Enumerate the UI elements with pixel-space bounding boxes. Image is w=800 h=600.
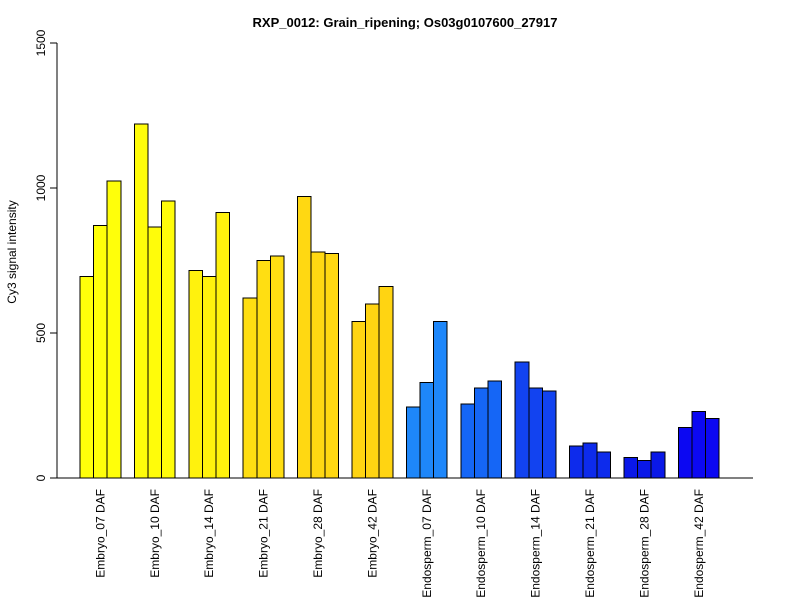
bar	[324, 252, 339, 479]
bar	[242, 297, 258, 479]
bar	[147, 226, 163, 479]
y-tick-label: 1000	[34, 174, 48, 201]
bar	[93, 225, 108, 479]
bar	[691, 410, 707, 479]
bar	[378, 286, 394, 479]
bar	[473, 387, 489, 479]
x-axis-group-label: Endosperm_10 DAF	[474, 489, 488, 598]
bar	[133, 123, 149, 479]
bar	[297, 196, 312, 479]
y-axis-label: Cy3 signal intensity	[5, 200, 19, 303]
bar	[541, 390, 557, 479]
bar	[201, 276, 217, 479]
x-axis-group-label: Endosperm_14 DAF	[529, 489, 543, 598]
chart-title: RXP_0012: Grain_ripening; Os03g0107600_2…	[253, 15, 558, 30]
x-axis-group-label: Embryo_28 DAF	[311, 489, 325, 578]
x-axis-group-label: Endosperm_21 DAF	[583, 489, 597, 598]
bar	[569, 445, 584, 479]
bar	[460, 403, 475, 479]
x-axis-group-label: Embryo_10 DAF	[148, 489, 162, 578]
bar	[161, 200, 176, 479]
bar	[650, 451, 666, 479]
bar	[487, 380, 503, 479]
y-tick-label: 1500	[34, 29, 48, 56]
x-axis-labels: Embryo_07 DAF Embryo_10 DAF Embryo_14 DAF E…	[93, 489, 705, 598]
x-axis-group-label: Embryo_07 DAF	[93, 489, 107, 578]
x-axis-group-label: Endosperm_42 DAF	[692, 489, 706, 598]
x-axis-group-label: Endosperm_07 DAF	[420, 489, 434, 598]
bar	[256, 260, 271, 479]
bar	[215, 212, 231, 479]
bar	[405, 406, 421, 479]
bar	[188, 270, 203, 479]
bar	[637, 460, 652, 479]
x-axis-group-label: Embryo_42 DAF	[365, 489, 379, 578]
bar	[705, 418, 720, 479]
bar	[365, 303, 380, 479]
bar	[623, 457, 639, 479]
bar	[310, 251, 326, 479]
bar	[582, 442, 598, 479]
bar-series	[79, 123, 720, 479]
bar	[596, 451, 611, 479]
bar	[79, 276, 95, 479]
bar	[528, 387, 543, 479]
x-axis-group-label: Embryo_21 DAF	[257, 489, 271, 578]
bar	[419, 381, 435, 479]
y-axis-ticks: 0 500 1000 1500	[34, 29, 57, 481]
bar	[351, 320, 367, 479]
x-axis-group-label: Endosperm_28 DAF	[637, 489, 651, 598]
bar	[433, 320, 448, 479]
bar	[269, 255, 285, 479]
y-tick-label: 0	[34, 474, 48, 481]
y-tick-label: 500	[34, 323, 48, 343]
x-axis-group-label: Embryo_14 DAF	[202, 489, 216, 578]
bar	[677, 426, 693, 479]
bar	[106, 180, 122, 479]
bar	[514, 361, 530, 479]
